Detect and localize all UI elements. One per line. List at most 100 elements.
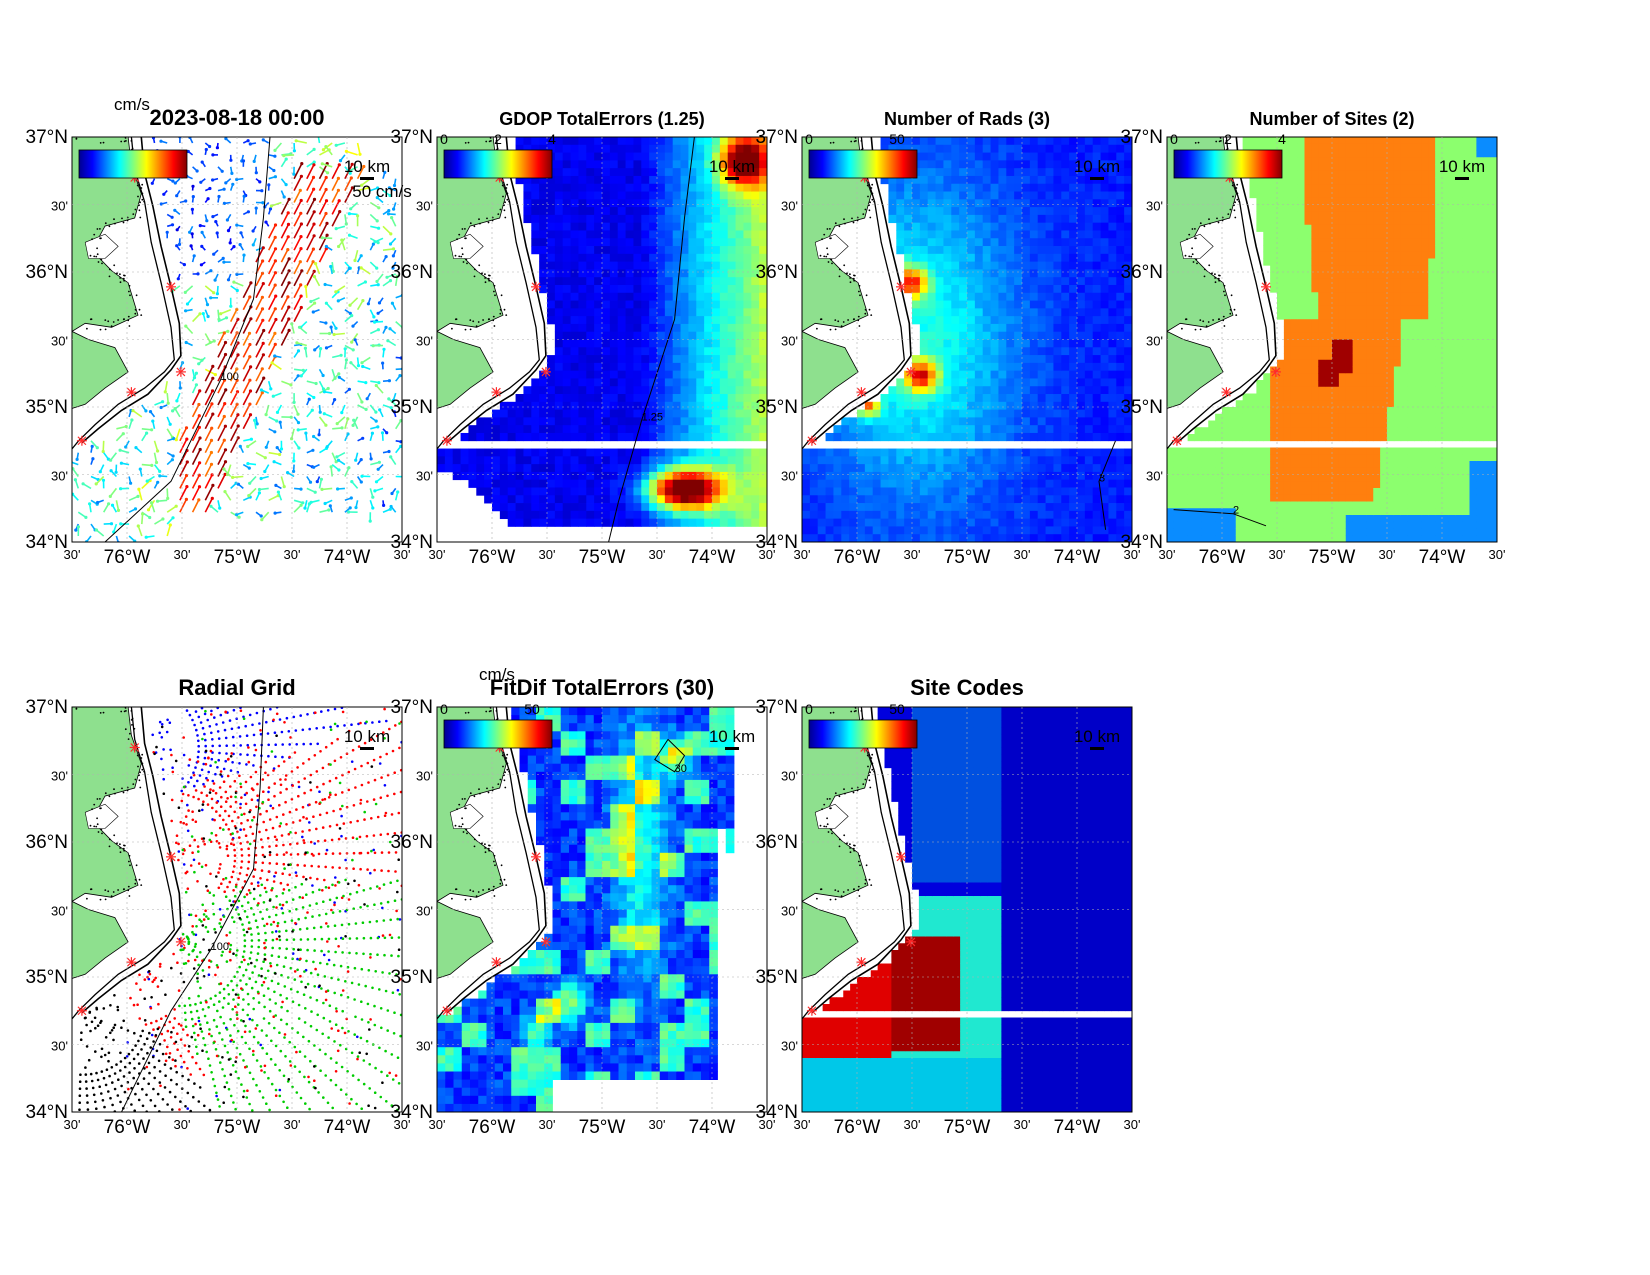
radial-barrier-islands — [81, 707, 182, 1014]
panel-sites: 237°N30'36°N30'35°N30'34°N30' 76°W 30' 75°W… — [1121, 109, 1506, 568]
currents-land-south — [72, 330, 129, 409]
currents-colorbar: cm/s — [78, 95, 188, 179]
radial-lat-tick-label: 35°N — [26, 967, 68, 988]
radial-lat-tick-label: 37°N — [26, 697, 68, 718]
fitdif-lon-tick-label: 76°W — [469, 1117, 516, 1138]
sites-lat-tick-label: 34°N — [1121, 532, 1163, 553]
currents-lat-tick-label: 30' — [51, 334, 68, 349]
radial-lat-tick-label: 36°N — [26, 832, 68, 853]
gdop-radar-site-5 — [441, 435, 452, 446]
codes-lat-tick-label: 30' — [781, 1039, 798, 1054]
currents-lat-tick-label: 30' — [51, 199, 68, 214]
sites-lat-tick-label: 30' — [1146, 469, 1163, 484]
fitdif-lon-tick-label: 30' — [539, 1117, 556, 1132]
currents-lon-tick-label: 30' — [284, 547, 301, 562]
sites-lon-tick-label: 74°W — [1419, 547, 1466, 568]
sites-scale-bar: 10 km — [1439, 157, 1485, 180]
gdop-barrier-islands — [446, 137, 547, 444]
rads-colorbar-tick: 50 — [889, 131, 905, 147]
radial-radial-pattern-5 — [78, 725, 401, 1112]
codes-lat-tick-label: 35°N — [756, 967, 798, 988]
currents-lon-tick-label: 30' — [174, 547, 191, 562]
codes-lon-tick-label: 30' — [1014, 1117, 1031, 1132]
fitdif-radar-site-2 — [531, 851, 541, 862]
rads-lon-tick-label: 30' — [904, 547, 921, 562]
sites-colorbar-tick: 2 — [1224, 131, 1232, 147]
fitdif-scale-label: 10 km — [709, 727, 755, 746]
fitdif-colorbar-tick: 50 — [524, 701, 540, 717]
sites-lat-tick-label: 37°N — [1121, 127, 1163, 148]
rads-axes: 37°N30'36°N30'35°N30'34°N30' 76°W 30' 75°W 3… — [756, 127, 1141, 568]
sites-land-south — [1167, 330, 1224, 409]
radial-radial-pattern-2 — [164, 709, 402, 1092]
fitdif-lat-tick-label: 37°N — [391, 697, 433, 718]
rads-lat-tick-label: 36°N — [756, 262, 798, 283]
codes-lat-tick-label: 30' — [781, 769, 798, 784]
sites-title: Number of Sites (2) — [1249, 109, 1414, 129]
sites-sound — [1179, 233, 1214, 259]
radial-radar-site-2 — [166, 851, 176, 862]
radial-lon-tick-label: 75°W — [214, 1117, 261, 1138]
codes-lon-tick-label: 75°W — [944, 1117, 991, 1138]
rads-data-grid — [802, 137, 1132, 542]
sites-lon-tick-label: 30' — [1159, 547, 1176, 562]
rads-contour — [1098, 440, 1116, 530]
gdop-lat-tick-label: 37°N — [391, 127, 433, 148]
radial-sound — [84, 803, 119, 829]
rads-lat-tick-label: 30' — [781, 334, 798, 349]
codes-lat-tick-label: 37°N — [756, 697, 798, 718]
radial-lat-tick-label: 30' — [51, 1039, 68, 1054]
sites-contour — [1173, 509, 1267, 527]
sites-lat-tick-label: 36°N — [1121, 262, 1163, 283]
codes-radar-site-4 — [856, 957, 867, 968]
codes-coast-dots — [805, 707, 875, 901]
currents-coast-dots — [75, 137, 145, 331]
radial-radial-pattern-3 — [178, 709, 402, 1112]
codes-lat-tick-label: 30' — [781, 904, 798, 919]
radial-lon-tick-label: 30' — [64, 1117, 81, 1132]
radial-land-north — [72, 707, 142, 902]
radial-lon-tick-label: 74°W — [324, 1117, 371, 1138]
gdop-lon-tick-label: 30' — [539, 547, 556, 562]
codes-colorbar-ramp — [808, 719, 918, 749]
rads-scale-label: 10 km — [1074, 157, 1120, 176]
sites-scale-label: 10 km — [1439, 157, 1485, 176]
gdop-axes: 37°N30'36°N30'35°N30'34°N30' 76°W 30' 75°W 3… — [391, 127, 776, 568]
rads-lat-tick-label: 30' — [781, 469, 798, 484]
codes-sound — [814, 803, 849, 829]
currents-lat-tick-label: 34°N — [26, 532, 68, 553]
radial-lon-tick-label: 30' — [174, 1117, 191, 1132]
rads-scale-bar: 10 km — [1074, 157, 1120, 180]
codes-lon-tick-label: 74°W — [1054, 1117, 1101, 1138]
radial-scale-label: 10 km — [344, 727, 390, 746]
radial-axes: 37°N30'36°N30'35°N30'34°N30' 76°W 30' 75°W 3… — [26, 697, 411, 1138]
sites-colorbar: 0 2 4 — [1170, 131, 1286, 179]
fitdif-radar-site-5 — [441, 1005, 452, 1016]
rads-barrier-islands — [811, 137, 912, 444]
gdop-radar-site-2 — [531, 281, 541, 292]
sites-data-grid — [1167, 137, 1497, 542]
gdop-scale-label: 10 km — [709, 157, 755, 176]
rads-lat-tick-label: 34°N — [756, 532, 798, 553]
sites-radar-site-4 — [1221, 387, 1232, 398]
rads-land-south — [802, 330, 859, 409]
fitdif-radar-site-3 — [540, 936, 551, 947]
panel-rads: 337°N30'36°N30'35°N30'34°N30' 76°W 30' 75°W… — [756, 109, 1141, 568]
sites-lat-tick-label: 35°N — [1121, 397, 1163, 418]
fitdif-land-south — [437, 900, 494, 979]
currents-axes: 37°N30'36°N30'35°N30'34°N30' 76°W 30' 75°W 3… — [26, 127, 411, 568]
currents-lon-tick-label: 76°W — [104, 547, 151, 568]
fitdif-lon-tick-label: 75°W — [579, 1117, 626, 1138]
rads-lat-tick-label: 37°N — [756, 127, 798, 148]
fitdif-colorbar-unit: cm/s — [479, 665, 515, 684]
radial-lat-tick-label: 30' — [51, 904, 68, 919]
gdop-lat-tick-label: 30' — [416, 334, 433, 349]
codes-barrier-islands — [811, 707, 912, 1014]
fitdif-title: FitDif TotalErrors (30) — [490, 675, 715, 700]
radial-contour-label: 100 — [211, 941, 229, 953]
fitdif-sound — [449, 803, 484, 829]
fitdif-contour — [654, 739, 686, 773]
